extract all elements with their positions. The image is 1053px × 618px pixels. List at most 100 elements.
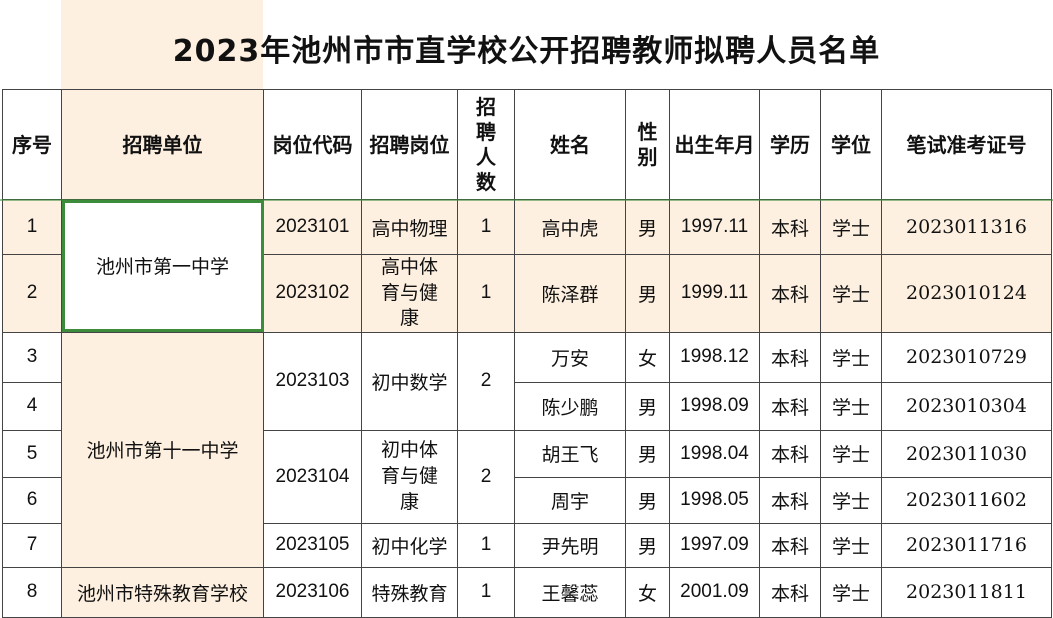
edu-cell[interactable]: 本科 [759,566,821,618]
name-cell[interactable]: 尹先明 [514,522,626,568]
header-post[interactable]: 招聘岗位 [361,89,458,200]
code-cell[interactable]: 2023105 [263,522,362,568]
edu-cell[interactable]: 本科 [759,476,821,524]
birth-cell[interactable]: 1999.11 [669,254,760,333]
table-row: 8 池州市特殊教育学校 2023106 特殊教育 1 王馨蕊 女 2001.09… [2,566,1052,618]
table-row: 2 2023102 高中体育与健康 1 陈泽群 男 1999.11 本科 学士 … [2,254,1052,333]
selection-guide-line [0,199,1053,201]
edu-cell[interactable]: 本科 [759,254,821,333]
count-cell[interactable]: 1 [457,522,515,568]
name-cell[interactable]: 万安 [514,331,626,383]
degree-cell[interactable]: 学士 [820,522,882,568]
exam-id-cell[interactable]: 2023010304 [881,381,1052,431]
name-cell[interactable]: 周宇 [514,476,626,524]
post-cell[interactable]: 初中化学 [361,522,458,568]
gender-cell[interactable]: 女 [625,566,670,618]
unit-cell-selected[interactable]: 池州市第一中学 [61,199,264,333]
seq-cell[interactable]: 4 [2,381,62,431]
gender-cell[interactable]: 男 [625,476,670,524]
birth-cell[interactable]: 1998.09 [669,381,760,431]
degree-cell[interactable]: 学士 [820,476,882,524]
header-count[interactable]: 招聘人数 [457,89,515,200]
edu-cell[interactable]: 本科 [759,381,821,431]
code-cell[interactable]: 2023101 [263,199,362,255]
post-cell[interactable]: 高中体育与健康 [361,254,458,333]
seq-cell[interactable]: 3 [2,331,62,383]
gender-cell[interactable]: 女 [625,331,670,383]
header-name[interactable]: 姓名 [514,89,626,200]
exam-id-cell[interactable]: 2023011811 [881,566,1052,618]
degree-cell[interactable]: 学士 [820,429,882,478]
degree-cell[interactable]: 学士 [820,199,882,255]
seq-cell[interactable]: 6 [2,476,62,524]
table-row: 1 池州市第一中学 2023101 高中物理 1 高中虎 男 1997.11 本… [2,199,1052,333]
exam-id-cell[interactable]: 2023011716 [881,522,1052,568]
header-degree[interactable]: 学位 [820,89,882,200]
post-cell[interactable]: 高中物理 [361,199,458,255]
count-cell[interactable]: 2 [457,331,515,431]
birth-cell[interactable]: 1998.12 [669,331,760,383]
edu-cell[interactable]: 本科 [759,522,821,568]
gender-cell[interactable]: 男 [625,381,670,431]
header-birth[interactable]: 出生年月 [669,89,760,200]
degree-cell[interactable]: 学士 [820,381,882,431]
page-title: 2023年池州市市直学校公开招聘教师拟聘人员名单 [172,34,881,69]
name-cell[interactable]: 王馨蕊 [514,566,626,618]
gender-cell[interactable]: 男 [625,254,670,333]
post-cell[interactable]: 初中数学 [361,331,458,431]
birth-cell[interactable]: 1997.09 [669,522,760,568]
post-cell[interactable]: 特殊教育 [361,566,458,618]
seq-cell[interactable]: 5 [2,429,62,478]
gender-cell[interactable]: 男 [625,522,670,568]
exam-id-cell[interactable]: 2023010729 [881,331,1052,383]
gender-cell[interactable]: 男 [625,429,670,478]
name-cell[interactable]: 高中虎 [514,199,626,255]
name-cell[interactable]: 陈少鹏 [514,381,626,431]
header-exam-id[interactable]: 笔试准考证号 [881,89,1052,200]
post-cell[interactable]: 初中体育与健康 [361,429,458,524]
code-cell[interactable]: 2023104 [263,429,362,524]
title-row[interactable]: 2023年池州市市直学校公开招聘教师拟聘人员名单 [0,0,1053,89]
exam-id-cell[interactable]: 2023010124 [881,254,1052,333]
seq-cell[interactable]: 8 [2,566,62,618]
gender-cell[interactable]: 男 [625,199,670,255]
seq-cell[interactable]: 2 [2,254,62,333]
unit-cell[interactable]: 池州市特殊教育学校 [61,566,264,618]
header-seq[interactable]: 序号 [2,89,62,200]
degree-cell[interactable]: 学士 [820,566,882,618]
header-gender[interactable]: 性别 [625,89,670,200]
exam-id-cell[interactable]: 2023011602 [881,476,1052,524]
code-cell[interactable]: 2023102 [263,254,362,333]
birth-cell[interactable]: 1998.05 [669,476,760,524]
count-cell[interactable]: 1 [457,254,515,333]
count-cell[interactable]: 1 [457,566,515,618]
edu-cell[interactable]: 本科 [759,199,821,255]
degree-cell[interactable]: 学士 [820,254,882,333]
seq-cell[interactable]: 7 [2,522,62,568]
header-edu[interactable]: 学历 [759,89,821,200]
header-code[interactable]: 岗位代码 [263,89,362,200]
birth-cell[interactable]: 2001.09 [669,566,760,618]
code-cell[interactable]: 2023103 [263,331,362,431]
count-cell[interactable]: 1 [457,199,515,255]
name-cell[interactable]: 陈泽群 [514,254,626,333]
exam-id-cell[interactable]: 2023011316 [881,199,1052,255]
table-row: 3 池州市第十一中学 2023103 初中数学 2 万安 女 1998.12 本… [2,331,1052,568]
code-cell[interactable]: 2023106 [263,566,362,618]
header-gender-label: 性别 [637,119,658,169]
edu-cell[interactable]: 本科 [759,429,821,478]
birth-cell[interactable]: 1998.04 [669,429,760,478]
header-unit[interactable]: 招聘单位 [61,89,264,200]
unit-cell[interactable]: 池州市第十一中学 [61,331,264,568]
edu-cell[interactable]: 本科 [759,331,821,383]
count-cell[interactable]: 2 [457,429,515,524]
birth-cell[interactable]: 1997.11 [669,199,760,255]
header-count-label: 招聘人数 [476,94,496,194]
recruitment-table: 序号 招聘单位 岗位代码 招聘岗位 招聘人数 姓名 性别 出生年月 学历 学位 … [2,89,1052,618]
seq-cell[interactable]: 1 [2,199,62,255]
name-cell[interactable]: 胡王飞 [514,429,626,478]
exam-id-cell[interactable]: 2023011030 [881,429,1052,478]
degree-cell[interactable]: 学士 [820,331,882,383]
header-row: 序号 招聘单位 岗位代码 招聘岗位 招聘人数 姓名 性别 出生年月 学历 学位 … [2,89,1052,200]
